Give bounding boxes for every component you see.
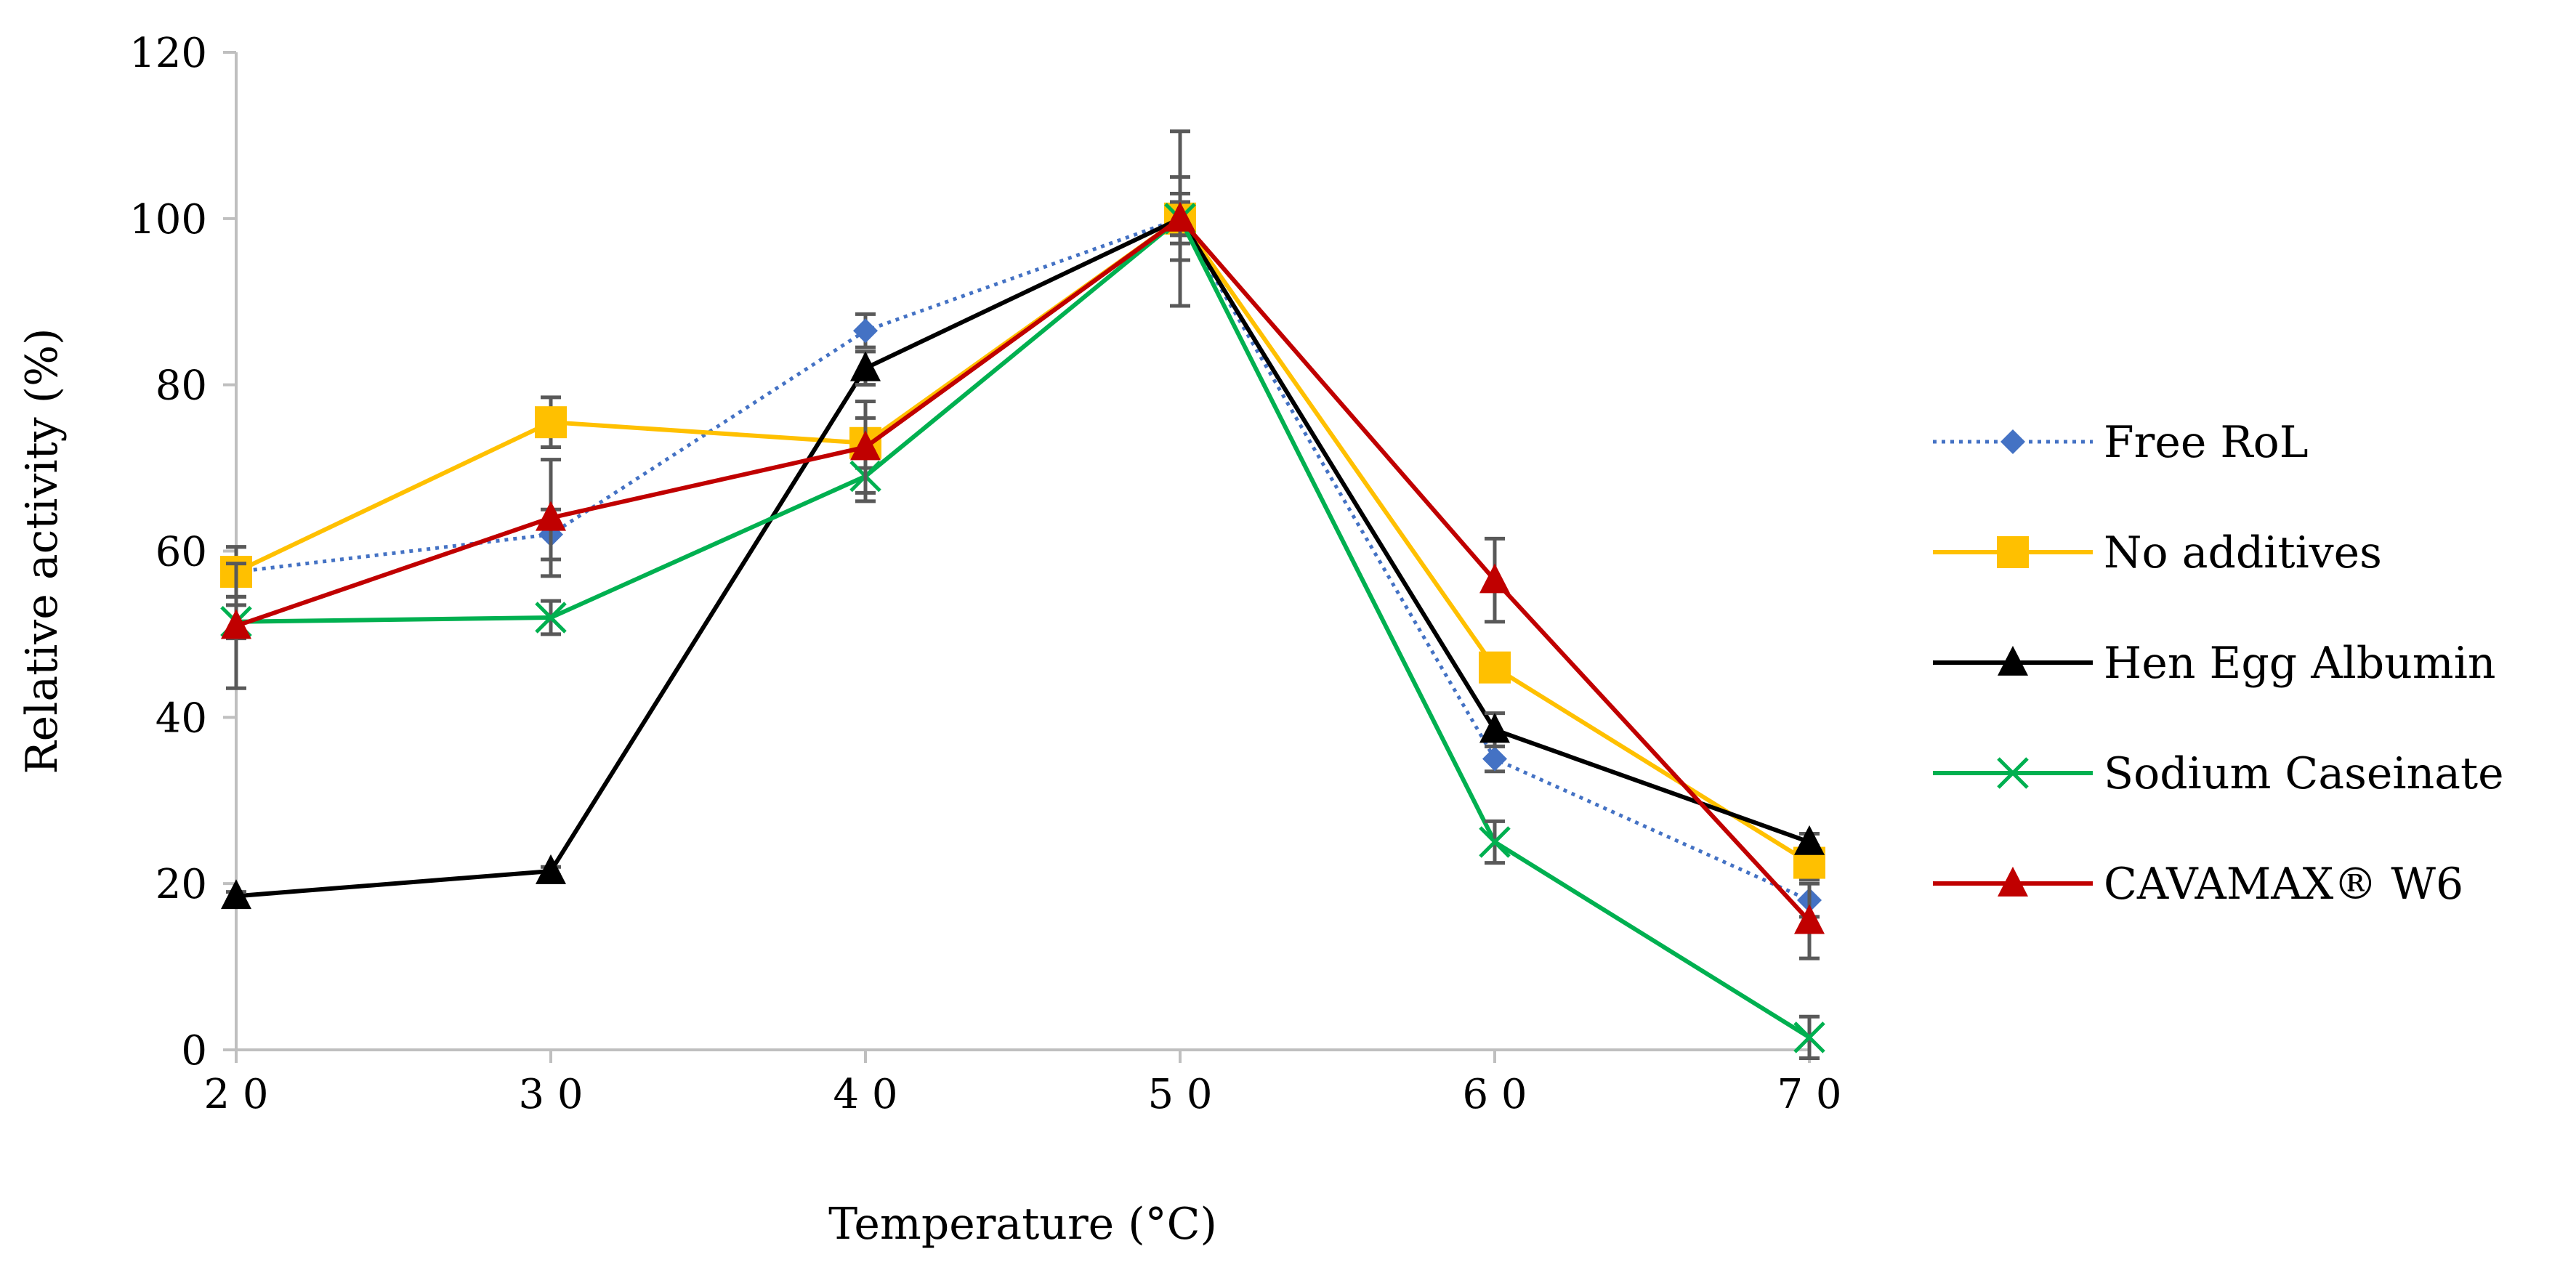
series-line-sodium-caseinate <box>235 216 1811 1040</box>
legend-item-sodium-caseinate: Sodium Caseinate <box>1933 748 2504 799</box>
data-point-cavamax-w6 <box>1794 904 1825 934</box>
legend-label: Sodium Caseinate <box>2104 748 2504 799</box>
x-axis-title: Temperature (°C) <box>828 1199 1217 1250</box>
x-tick-label: 3 0 <box>518 1071 583 1118</box>
legend-label: No additives <box>2104 527 2382 578</box>
series-sodium-caseinate <box>220 175 1825 1060</box>
data-point-no-additives <box>535 406 567 439</box>
legend-item-no-additives: No additives <box>1933 527 2382 578</box>
x-tick-label: 6 0 <box>1462 1071 1527 1118</box>
y-axis-title: Relative activity (%) <box>17 328 68 774</box>
y-tick-label: 100 <box>129 196 207 243</box>
data-point-cavamax-w6 <box>1479 563 1510 594</box>
legend-item-free-rol: Free RoL <box>1933 417 2309 468</box>
x-tick-label: 4 0 <box>833 1071 897 1118</box>
legend-item-cavamax-w6: CAVAMAX® W6 <box>1933 859 2463 910</box>
legend-marker <box>1998 866 2028 897</box>
data-point-hen-egg-albumin <box>221 879 251 910</box>
axes <box>235 52 1809 1051</box>
y-tick-label: 80 <box>156 363 207 410</box>
data-point-cavamax-w6 <box>850 430 881 461</box>
y-tick-label: 0 <box>181 1027 207 1075</box>
series-no-additives <box>220 192 1825 881</box>
y-tick-label: 120 <box>129 30 207 77</box>
legend-item-hen-egg-albumin: Hen Egg Albumin <box>1933 638 2496 689</box>
legend-marker <box>1997 757 2029 789</box>
legend-label: Hen Egg Albumin <box>2104 638 2496 689</box>
y-tick-label: 40 <box>156 695 207 742</box>
data-point-no-additives <box>1479 651 1511 684</box>
series-line-hen-egg-albumin <box>235 216 1811 899</box>
legend: Free RoL No additives Hen Egg Albumin Sodiu… <box>1933 417 2504 910</box>
series-line-free-rol <box>235 217 1811 902</box>
data-point-sodium-caseinate <box>1793 1022 1825 1053</box>
y-axis-ticks: 0 20 40 60 80 100 120 <box>129 30 236 1075</box>
y-tick-label: 60 <box>156 529 207 576</box>
series-layer <box>220 129 1825 1060</box>
legend-label: CAVAMAX® W6 <box>2104 859 2463 910</box>
data-point-hen-egg-albumin <box>1794 825 1825 855</box>
legend-label: Free RoL <box>2104 417 2309 468</box>
series-free-rol <box>224 200 1822 919</box>
data-point-sodium-caseinate <box>1479 826 1511 858</box>
data-point-hen-egg-albumin <box>1479 713 1510 743</box>
data-point-cavamax-w6 <box>536 501 566 531</box>
y-tick-label: 20 <box>156 861 207 908</box>
legend-marker <box>2000 429 2025 454</box>
x-tick-label: 7 0 <box>1777 1071 1841 1118</box>
legend-marker <box>1997 536 2029 568</box>
data-point-hen-egg-albumin <box>536 854 566 884</box>
series-cavamax-w6 <box>221 129 1825 960</box>
x-tick-label: 5 0 <box>1147 1071 1212 1118</box>
x-tick-label: 2 0 <box>203 1071 268 1118</box>
data-point-hen-egg-albumin <box>850 351 881 381</box>
data-point-sodium-caseinate <box>535 602 567 634</box>
legend-marker <box>1998 645 2028 676</box>
series-hen-egg-albumin <box>221 200 1825 910</box>
data-point-free-rol <box>853 318 878 344</box>
data-point-cavamax-w6 <box>1165 201 1195 232</box>
data-point-cavamax-w6 <box>221 609 251 639</box>
series-line-cavamax-w6 <box>235 216 1812 923</box>
series-line-no-additives <box>235 216 1811 865</box>
data-point-free-rol <box>1482 746 1507 772</box>
x-axis-ticks: 2 0 3 0 4 0 5 0 6 0 7 0 <box>203 1050 1842 1118</box>
